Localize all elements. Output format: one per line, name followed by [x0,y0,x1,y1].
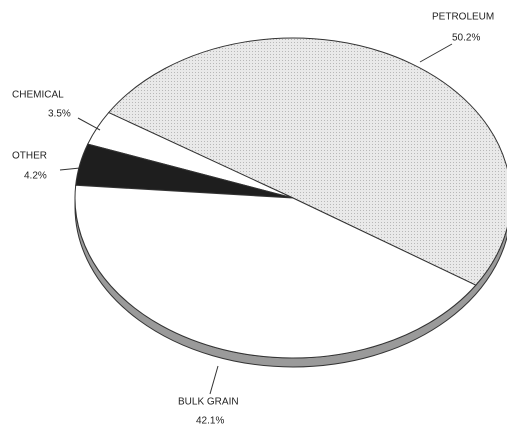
slice-value-label: 3.5% [48,109,71,120]
slice-value-label: 4.2% [24,171,47,182]
pie-slice [107,37,507,286]
slice-value-label: 50.2% [452,33,480,44]
slice-label: OTHER [12,151,47,162]
slice-label: BULK GRAIN [178,397,239,408]
pie [74,37,507,368]
pie-slice [74,184,477,359]
slice-label: PETROLEUM [432,12,494,23]
leader-lines [59,43,453,395]
slice-value-label: 42.1% [196,416,224,425]
slice-label: CHEMICAL [12,90,64,101]
